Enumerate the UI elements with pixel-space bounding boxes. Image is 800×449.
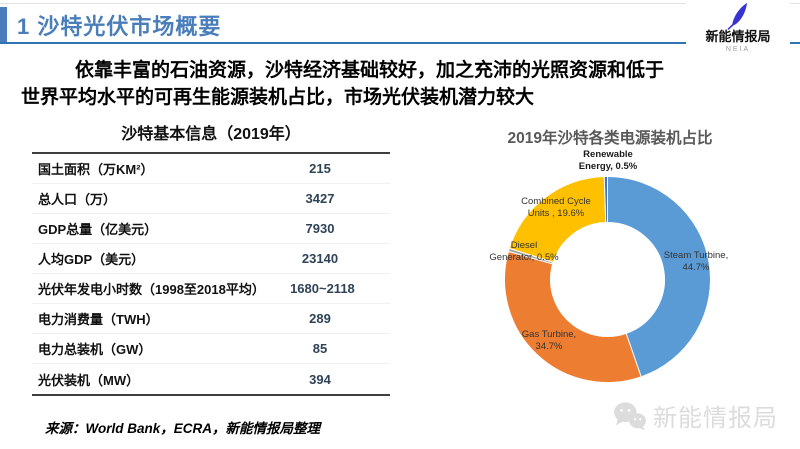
label-line: Gas Turbine,: [521, 329, 577, 340]
label-line: Renewable: [583, 149, 633, 160]
brand-logo: 新能情报局 NEIA: [686, 0, 790, 60]
watermark: 新能情报局: [613, 398, 778, 433]
label-line: Energy, 0.5%: [578, 160, 638, 172]
label-diesel-generator: Diesel Generator, 0.5%: [466, 240, 582, 263]
source-note: 来源：World Bank，ECRA，新能情报局整理: [45, 421, 321, 436]
row-label: 光伏年发电小时数（1998至2018平均）: [38, 282, 265, 297]
top-divider: [0, 3, 800, 4]
row-value: 23140: [301, 251, 339, 266]
intro-line-2: 世界平均水平的可再生能源装机占比，市场光伏装机潜力较大: [21, 87, 535, 108]
page-title: 1 沙特光伏市场概要: [17, 14, 222, 39]
label-line: Units , 19.6%: [527, 207, 585, 219]
table-row: 总人口（万） 3427: [32, 184, 390, 214]
table-row: 光伏年发电小时数（1998至2018平均） 1680~2118: [32, 274, 390, 304]
row-label: 总人口（万）: [38, 192, 117, 207]
table-body: 国土面积（万KM²） 215 总人口（万） 3427 GDP总量（亿美元） 79…: [32, 152, 390, 396]
row-value: 85: [312, 341, 328, 356]
row-value: 289: [309, 311, 331, 326]
label-line: Combined Cycle: [521, 196, 591, 207]
row-label: 国土面积（万KM²）: [38, 162, 154, 177]
row-label: GDP总量（亿美元）: [38, 222, 158, 237]
brand-abbreviation: NEIA: [725, 46, 751, 53]
label-gas-turbine: Gas Turbine, 34.7%: [493, 329, 605, 352]
label-line: 44.7%: [682, 261, 710, 273]
table-row: 国土面积（万KM²） 215: [32, 154, 390, 184]
label-steam-turbine: Steam Turbine, 44.7%: [640, 250, 752, 273]
row-value: 394: [309, 371, 331, 387]
label-line: Generator, 0.5%: [489, 251, 559, 263]
title-accent-bar: [0, 7, 7, 42]
label-line: Steam Turbine,: [663, 250, 729, 261]
donut-chart-svg: [504, 175, 711, 383]
chart-title: 2019年沙特各类电源装机占比: [507, 130, 713, 147]
wechat-icon: [614, 401, 646, 430]
row-label: 光伏装机（MW）: [38, 372, 140, 388]
table-row: 电力总装机（GW） 85: [32, 334, 390, 364]
saudi-info-table: 沙特基本信息（2019年） 国土面积（万KM²） 215 总人口（万） 3427…: [32, 120, 390, 396]
row-label: 电力消费量（TWH）: [38, 312, 159, 327]
label-combined-cycle-units: Combined Cycle Units , 19.6%: [498, 196, 614, 219]
renewable-energy-slice: [603, 175, 608, 224]
row-value: 3427: [305, 191, 335, 206]
gas-turbine-slice: [504, 250, 642, 383]
label-line: Diesel: [510, 240, 538, 251]
label-line: 34.7%: [535, 340, 563, 352]
table-title: 沙特基本信息（2019年）: [121, 126, 301, 143]
row-value: 7930: [305, 221, 335, 236]
feather-icon: [727, 2, 748, 30]
brand-name: 新能情报局: [705, 29, 771, 44]
label-renewable-energy: Renewable Energy, 0.5%: [552, 149, 664, 172]
watermark-text: 新能情报局: [653, 405, 778, 432]
intro-line-1: 依靠丰富的石油资源，沙特经济基础较好，加之充沛的光照资源和低于: [75, 60, 665, 81]
row-label: 电力总装机（GW）: [38, 342, 152, 357]
header-divider-line: [0, 42, 800, 44]
row-value: 215: [309, 161, 331, 176]
steam-turbine-slice: [607, 176, 711, 378]
row-value: 1680~2118: [290, 281, 355, 296]
row-label: 人均GDP（美元）: [38, 252, 145, 267]
intro-paragraph: 依靠丰富的石油资源，沙特经济基础较好，加之充沛的光照资源和低于 世界平均水平的可…: [21, 57, 763, 111]
table-row: 光伏装机（MW） 394: [32, 364, 390, 394]
table-row: 人均GDP（美元） 23140: [32, 244, 390, 274]
table-row: GDP总量（亿美元） 7930: [32, 214, 390, 244]
table-row: 电力消费量（TWH） 289: [32, 304, 390, 334]
